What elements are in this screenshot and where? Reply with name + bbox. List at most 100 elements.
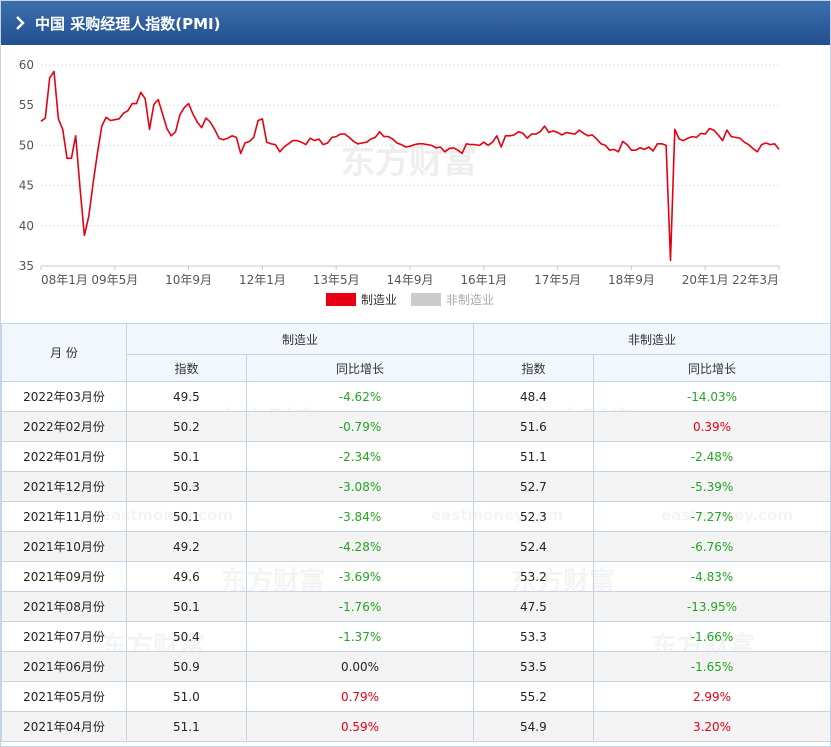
month-header: 月 份 xyxy=(1,323,127,382)
table-row: 2021年11月份 50.1 -3.84% 52.3 -7.27% xyxy=(1,501,830,532)
non-mfg-change-cell: -1.66% xyxy=(593,621,830,652)
mfg-index-cell: 51.0 xyxy=(126,681,247,712)
x-tick-label: 12年1月 xyxy=(239,273,286,287)
non-mfg-index-cell: 53.2 xyxy=(473,561,595,592)
y-tick-label: 35 xyxy=(19,259,34,273)
x-tick-label: 09年5月 xyxy=(91,273,138,287)
table-row: 2022年03月份 49.5 -4.62% 48.4 -14.03% xyxy=(1,381,830,412)
legend-label[interactable]: 制造业 xyxy=(361,293,397,307)
y-tick-label: 60 xyxy=(19,58,34,72)
mfg-change-cell: -1.37% xyxy=(245,621,475,652)
month-cell: 2022年02月份 xyxy=(1,411,127,442)
non-mfg-change-cell: -13.95% xyxy=(593,591,830,622)
non-mfg-index-cell: 51.6 xyxy=(473,411,595,442)
x-tick-label: 20年1月 xyxy=(682,273,729,287)
mfg-index-cell: 50.2 xyxy=(126,411,247,442)
non-mfg-index-cell: 55.2 xyxy=(473,681,595,712)
x-tick-label: 18年9月 xyxy=(608,273,655,287)
table-row: 2021年07月份 50.4 -1.37% 53.3 -1.66% xyxy=(1,621,830,652)
mfg-change-cell: -4.28% xyxy=(245,531,475,562)
mfg-change-cell: -4.62% xyxy=(245,381,475,412)
non-mfg-index-cell: 54.9 xyxy=(473,711,595,742)
non-mfg-change-cell: -2.48% xyxy=(593,441,830,472)
table-row: 2021年12月份 50.3 -3.08% 52.7 -5.39% xyxy=(1,471,830,502)
non-mfg-index-cell: 53.5 xyxy=(473,651,595,682)
month-cell: 2021年08月份 xyxy=(1,591,127,622)
pmi-table: 月 份 制造业 非制造业 指数 同比增长 指数 同比增长 2022年03月份 49… xyxy=(1,323,830,742)
x-tick-label: 08年1月 xyxy=(41,273,88,287)
mfg-change-cell: 0.00% xyxy=(245,651,475,682)
non-mfg-index-cell: 48.4 xyxy=(473,381,595,412)
mfg-index-header: 指数 xyxy=(126,354,247,382)
mfg-change-cell: -0.79% xyxy=(245,411,475,442)
legend-swatch[interactable] xyxy=(326,293,356,306)
month-cell: 2021年12月份 xyxy=(1,471,127,502)
month-cell: 2021年10月份 xyxy=(1,531,127,562)
mfg-index-cell: 50.3 xyxy=(126,471,247,502)
mfg-index-cell: 49.2 xyxy=(126,531,247,562)
month-cell: 2021年06月份 xyxy=(1,651,127,682)
panel-header: 中国 采购经理人指数(PMI) xyxy=(1,1,830,45)
y-tick-label: 40 xyxy=(19,219,34,233)
pmi-line-chart: 东方财富 35 40 45 50 55 60 08年1月 09年5月 10年9月 12年1月 13年… xyxy=(19,58,780,307)
non-mfg-change-cell: -1.65% xyxy=(593,651,830,682)
mfg-change-cell: -3.84% xyxy=(245,501,475,532)
x-tick-label: 10年9月 xyxy=(165,273,212,287)
mfg-index-cell: 49.5 xyxy=(126,381,247,412)
non-mfg-change-cell: 3.20% xyxy=(593,711,830,742)
page-title: 中国 采购经理人指数(PMI) xyxy=(35,14,221,33)
non-mfg-index-cell: 52.4 xyxy=(473,531,595,562)
x-tick-label: 14年9月 xyxy=(387,273,434,287)
non-mfg-index-cell: 52.7 xyxy=(473,471,595,502)
watermark-logo: 东方财富 xyxy=(341,142,477,182)
mfg-change-cell: -1.76% xyxy=(245,591,475,622)
non-mfg-index-cell: 47.5 xyxy=(473,591,595,622)
x-tick-label: 16年1月 xyxy=(460,273,507,287)
non-mfg-change-cell: -4.83% xyxy=(593,561,830,592)
non-mfg-change-cell: -14.03% xyxy=(593,381,830,412)
table-row: 2021年09月份 49.6 -3.69% 53.2 -4.83% xyxy=(1,561,830,592)
table-row: 2021年04月份 51.1 0.59% 54.9 3.20% xyxy=(1,711,830,742)
non-mfg-change-cell: -6.76% xyxy=(593,531,830,562)
series-line-manufacturing xyxy=(40,70,780,262)
non-mfg-change-cell: 0.39% xyxy=(593,411,830,442)
mfg-change-cell: 0.79% xyxy=(245,681,475,712)
mfg-change-cell: -2.34% xyxy=(245,441,475,472)
month-cell: 2021年11月份 xyxy=(1,501,127,532)
table-row: 2021年05月份 51.0 0.79% 55.2 2.99% xyxy=(1,681,830,712)
non-mfg-index-header: 指数 xyxy=(473,354,595,382)
legend-swatch[interactable] xyxy=(411,293,441,306)
month-cell: 2021年05月份 xyxy=(1,681,127,712)
mfg-change-cell: -3.08% xyxy=(245,471,475,502)
month-cell: 2021年09月份 xyxy=(1,561,127,592)
non-mfg-index-cell: 53.3 xyxy=(473,621,595,652)
mfg-index-cell: 50.9 xyxy=(126,651,247,682)
mfg-index-cell: 49.6 xyxy=(126,561,247,592)
table-row: 2021年10月份 49.2 -4.28% 52.4 -6.76% xyxy=(1,531,830,562)
table-row: 2022年02月份 50.2 -0.79% 51.6 0.39% xyxy=(1,411,830,442)
non-mfg-change-header: 同比增长 xyxy=(593,354,830,382)
mfg-change-cell: -3.69% xyxy=(245,561,475,592)
month-cell: 2021年07月份 xyxy=(1,621,127,652)
y-tick-label: 55 xyxy=(19,98,34,112)
mfg-change-cell: 0.59% xyxy=(245,711,475,742)
mfg-index-cell: 50.1 xyxy=(126,441,247,472)
mfg-index-cell: 51.1 xyxy=(126,711,247,742)
x-tick-label: 22年3月 xyxy=(732,273,779,287)
table-body: 2022年03月份 49.5 -4.62% 48.4 -14.03% 2022年02月份 5… xyxy=(1,381,830,742)
mfg-index-cell: 50.1 xyxy=(126,591,247,622)
x-tick-label: 17年5月 xyxy=(534,273,581,287)
y-tick-label: 50 xyxy=(19,138,34,152)
non-mfg-change-cell: -5.39% xyxy=(593,471,830,502)
month-cell: 2021年04月份 xyxy=(1,711,127,742)
non-mfg-index-cell: 51.1 xyxy=(473,441,595,472)
mfg-change-header: 同比增长 xyxy=(245,354,475,382)
month-cell: 2022年03月份 xyxy=(1,381,127,412)
non-mfg-index-cell: 52.3 xyxy=(473,501,595,532)
month-cell: 2022年01月份 xyxy=(1,441,127,472)
table-row: 2021年06月份 50.9 0.00% 53.5 -1.65% xyxy=(1,651,830,682)
chevron-right-icon[interactable] xyxy=(15,16,25,30)
non-mfg-change-cell: 2.99% xyxy=(593,681,830,712)
legend-label[interactable]: 非制造业 xyxy=(446,293,494,307)
